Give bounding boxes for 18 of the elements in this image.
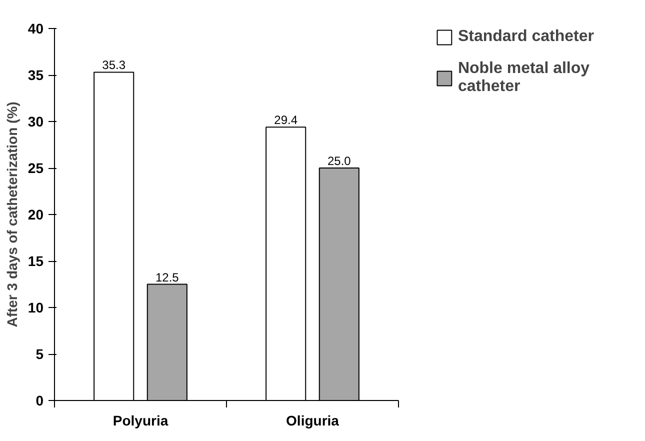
y-tick-label: 20 [28,206,44,222]
y-tick-label: 5 [36,346,44,362]
x-tick-label: Oliguria [286,412,340,428]
text: 12.5 [155,270,179,284]
text: 35.3 [102,58,126,72]
y-tick-label: 15 [28,253,44,269]
y-tick-label: 30 [28,114,44,130]
y-axis-title: After 3 days of catheterization (%) [4,102,20,328]
legend-label: Noble metal alloy catheter [458,60,590,96]
text: 29.4 [274,113,298,128]
y-tick-label: 10 [28,300,44,316]
y-tick-label: 25 [28,160,44,176]
y-tick-label: 35 [28,67,44,83]
y-tick-label: 40 [28,20,44,36]
legend-label: Standard catheter [458,28,594,46]
x-tick-label: Polyuria [112,412,168,428]
text: 25.0 [327,154,351,168]
y-tick-label: 0 [36,392,44,408]
